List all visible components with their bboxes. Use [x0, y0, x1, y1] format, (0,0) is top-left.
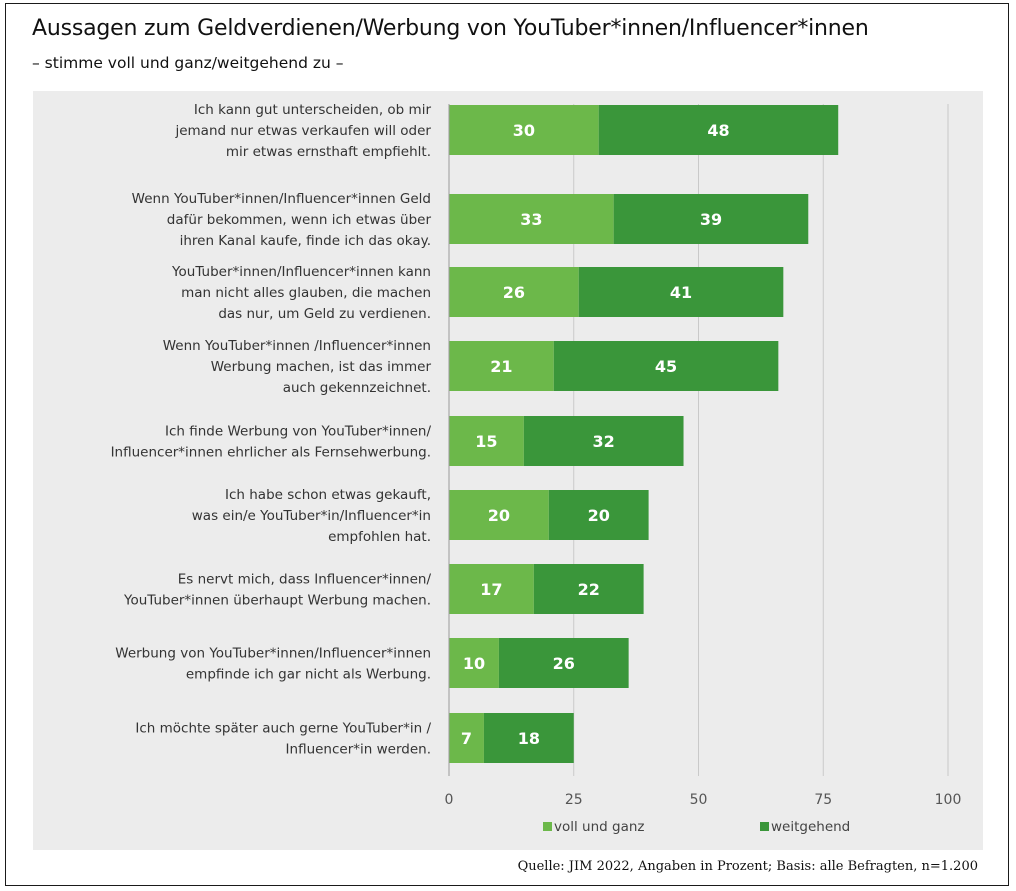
source-note: Quelle: JIM 2022, Angaben in Prozent; Ba… [517, 859, 978, 874]
bar-weitgehend [483, 713, 574, 763]
data-label: 41 [670, 283, 692, 302]
bar-weitgehend [498, 638, 629, 688]
data-label: 18 [518, 729, 540, 748]
legend-weitgehend-label: weitgehend [771, 819, 850, 835]
x-tick-label: 50 [690, 792, 708, 808]
bar-voll-und-ganz [449, 341, 554, 391]
data-label: 10 [463, 654, 485, 673]
data-label: 22 [578, 580, 600, 599]
category-label: Ich finde Werbung von YouTuber*innen/Inf… [111, 424, 432, 461]
bar-voll-und-ganz [449, 564, 534, 614]
bar-weitgehend [533, 564, 644, 614]
data-label: 33 [520, 210, 542, 229]
category-label: YouTuber*innen/Influencer*innen kann man … [171, 264, 431, 322]
x-tick-label: 0 [445, 792, 454, 808]
bar-weitgehend [613, 194, 809, 244]
data-label: 7 [461, 729, 472, 748]
data-label: 26 [503, 283, 525, 302]
data-label: 32 [593, 432, 615, 451]
category-label: Ich kann gut unterscheiden, ob mir jemand… [174, 102, 431, 160]
bar-voll-und-ganz [449, 105, 599, 155]
x-tick-label: 75 [814, 792, 832, 808]
bar-voll-und-ganz [449, 638, 499, 688]
category-label: Werbung von YouTuber*innen/Influencer*in… [115, 646, 431, 683]
chart-title: Aussagen zum Geldverdienen/Werbung von Y… [32, 16, 869, 41]
data-label: 39 [700, 210, 722, 229]
bar-voll-und-ganz [449, 416, 524, 466]
data-label: 45 [655, 357, 677, 376]
bar-weitgehend [553, 341, 779, 391]
bar-voll-und-ganz [449, 490, 549, 540]
data-label: 15 [475, 432, 497, 451]
bar-weitgehend [548, 490, 649, 540]
bar-weitgehend [598, 105, 839, 155]
data-label: 21 [490, 357, 512, 376]
bar-voll-und-ganz [449, 267, 579, 317]
category-label: Wenn YouTuber*innen/Influencer*innen Gel… [132, 191, 432, 249]
category-label: Ich möchte später auch gerne YouTuber*in… [135, 721, 431, 758]
data-label: 20 [488, 506, 510, 525]
bar-voll-und-ganz [449, 713, 484, 763]
bar-weitgehend [578, 267, 784, 317]
legend-voll-und-ganz-swatch [543, 822, 552, 831]
legend-voll-und-ganz-label: voll und ganz [554, 819, 645, 835]
data-label: 48 [707, 121, 729, 140]
chart-subtitle: – stimme voll und ganz/weitgehend zu – [32, 54, 344, 72]
category-label: Wenn YouTuber*innen /Influencer*innen Wer… [163, 338, 432, 396]
legend-weitgehend-swatch [760, 822, 769, 831]
bar-voll-und-ganz [449, 194, 614, 244]
data-label: 26 [553, 654, 575, 673]
category-label: Es nervt mich, dass Influencer*innen/You… [123, 572, 431, 609]
data-label: 30 [513, 121, 535, 140]
x-tick-label: 100 [935, 792, 962, 808]
bar-weitgehend [523, 416, 684, 466]
data-label: 17 [480, 580, 502, 599]
data-label: 20 [588, 506, 610, 525]
x-tick-label: 25 [565, 792, 583, 808]
category-label: Ich habe schon etwas gekauft, was ein/e Y… [192, 487, 431, 545]
